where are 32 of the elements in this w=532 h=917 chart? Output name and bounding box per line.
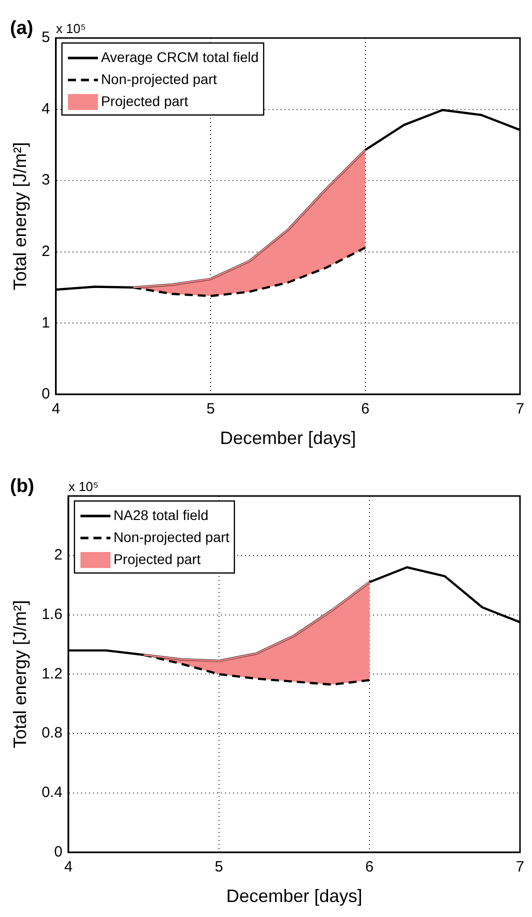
legend-label: Projected part bbox=[113, 550, 201, 567]
chart-title: (a) bbox=[10, 18, 34, 39]
y-tick-label: 1.6 bbox=[42, 606, 62, 623]
y-tick-label: 2 bbox=[54, 546, 62, 564]
legend-label: Non-projected part bbox=[113, 528, 230, 545]
y-axis-title: Total energy [J/m²] bbox=[10, 600, 30, 748]
y-tick-label: 0 bbox=[54, 844, 62, 861]
text: x 10⁵ bbox=[56, 21, 86, 36]
y-tick-label: 2 bbox=[42, 242, 50, 260]
y-tick-label: 1 bbox=[42, 314, 50, 332]
y-tick-label: 0.4 bbox=[42, 784, 62, 802]
x-tick-label: 6 bbox=[365, 858, 374, 876]
legend-label: NA28 total field bbox=[113, 506, 208, 523]
x-tick-label: 7 bbox=[516, 400, 524, 418]
legend-label: Average CRCM total field bbox=[100, 48, 259, 65]
x-axis-title: December [days] bbox=[226, 886, 362, 906]
y-tick-label: 5 bbox=[42, 29, 50, 46]
y-tick-label: 4 bbox=[42, 100, 50, 118]
y-tick-label: 1.2 bbox=[42, 665, 62, 682]
y-tick-label: 3 bbox=[42, 172, 50, 189]
y-tick-label: 0.8 bbox=[42, 724, 62, 742]
y-axis-title: Total energy [J/m²] bbox=[10, 142, 30, 290]
chart-title: (b) bbox=[10, 476, 34, 497]
x-tick-label: 5 bbox=[206, 400, 215, 418]
legend-label: Non-projected part bbox=[100, 70, 218, 87]
x-tick-label: 6 bbox=[361, 400, 370, 418]
x-tick-label: 7 bbox=[516, 858, 524, 876]
text: x 10⁵ bbox=[68, 479, 98, 494]
x-tick-label: 5 bbox=[214, 858, 224, 876]
legend-label: Projected part bbox=[100, 92, 188, 109]
x-axis-title: December [days] bbox=[220, 428, 356, 448]
y-tick-label: 0 bbox=[42, 386, 50, 403]
